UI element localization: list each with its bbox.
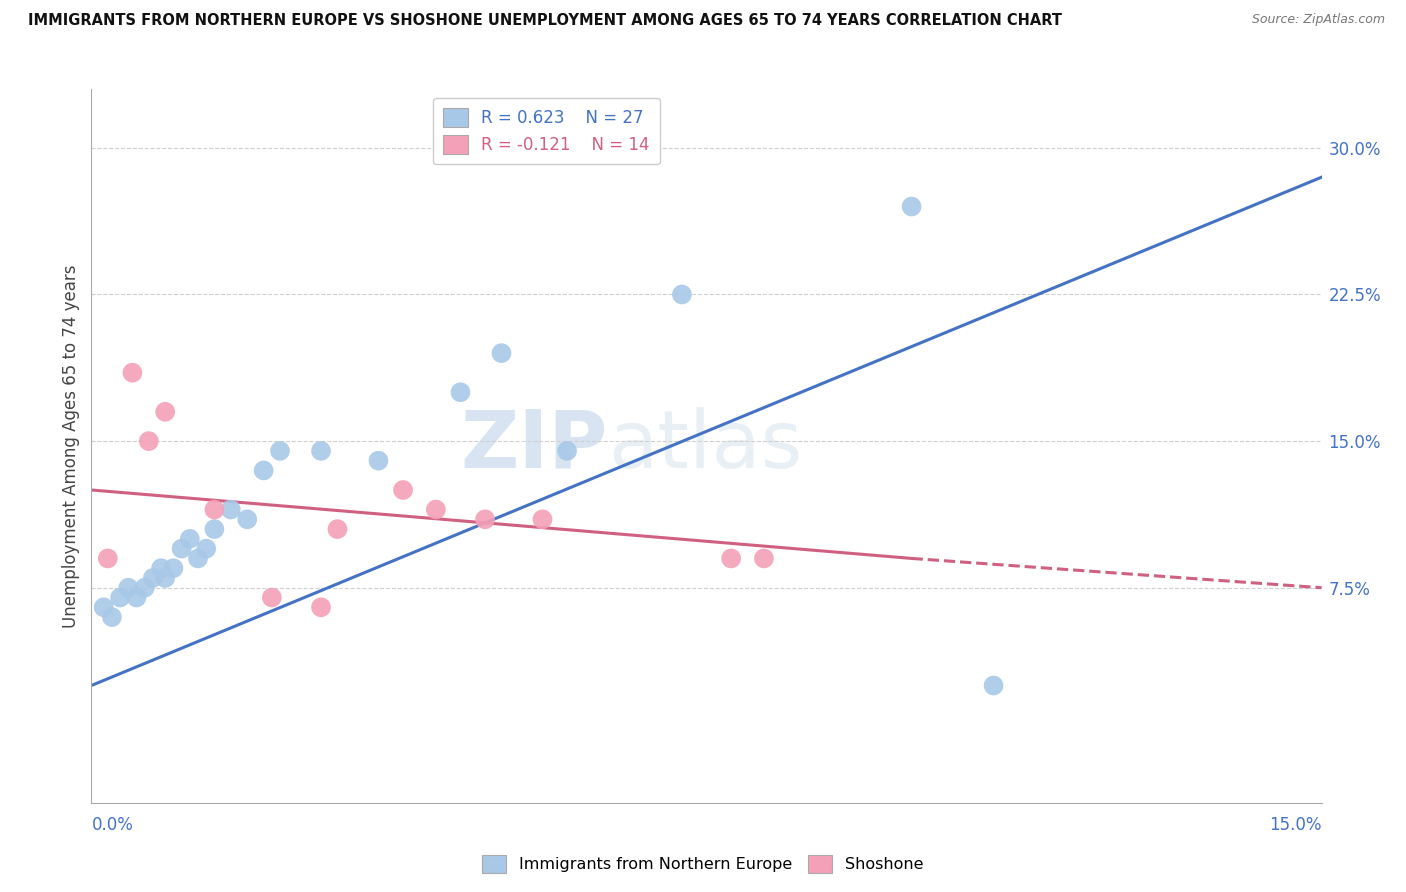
Text: IMMIGRANTS FROM NORTHERN EUROPE VS SHOSHONE UNEMPLOYMENT AMONG AGES 65 TO 74 YEA: IMMIGRANTS FROM NORTHERN EUROPE VS SHOSH… xyxy=(28,13,1062,29)
Point xyxy=(309,443,332,458)
Point xyxy=(253,463,276,477)
Text: ZIP: ZIP xyxy=(461,407,607,485)
Point xyxy=(720,551,742,566)
Point xyxy=(425,502,447,516)
Point xyxy=(202,522,225,536)
Point xyxy=(491,346,513,360)
Point xyxy=(326,522,349,536)
Point xyxy=(153,571,177,585)
Point xyxy=(392,483,415,497)
Point xyxy=(101,610,124,624)
Point xyxy=(195,541,218,556)
Point xyxy=(162,561,184,575)
Point xyxy=(449,385,471,400)
Text: Source: ZipAtlas.com: Source: ZipAtlas.com xyxy=(1251,13,1385,27)
Point xyxy=(236,512,259,526)
Point xyxy=(202,502,225,516)
Point xyxy=(117,581,139,595)
Text: 15.0%: 15.0% xyxy=(1270,816,1322,834)
Point xyxy=(269,443,291,458)
Point xyxy=(187,551,209,566)
Point xyxy=(134,581,156,595)
Point xyxy=(309,600,332,615)
Point xyxy=(170,541,193,556)
Point xyxy=(97,551,120,566)
Point xyxy=(93,600,115,615)
Point xyxy=(142,571,165,585)
Point xyxy=(983,678,1005,692)
Point xyxy=(219,502,242,516)
Text: atlas: atlas xyxy=(607,407,803,485)
Point xyxy=(260,591,283,605)
Point xyxy=(121,366,143,380)
Legend: R = 0.623    N = 27, R = -0.121    N = 14: R = 0.623 N = 27, R = -0.121 N = 14 xyxy=(433,97,659,164)
Point xyxy=(367,453,389,467)
Point xyxy=(125,591,148,605)
Point xyxy=(474,512,496,526)
Point xyxy=(108,591,131,605)
Y-axis label: Unemployment Among Ages 65 to 74 years: Unemployment Among Ages 65 to 74 years xyxy=(62,264,80,628)
Legend: Immigrants from Northern Europe, Shoshone: Immigrants from Northern Europe, Shoshon… xyxy=(477,848,929,880)
Text: 0.0%: 0.0% xyxy=(91,816,134,834)
Point xyxy=(179,532,201,546)
Point xyxy=(150,561,173,575)
Point xyxy=(555,443,578,458)
Point xyxy=(531,512,554,526)
Point xyxy=(671,287,693,301)
Point xyxy=(138,434,160,449)
Point xyxy=(153,405,177,419)
Point xyxy=(752,551,775,566)
Point xyxy=(900,200,922,214)
